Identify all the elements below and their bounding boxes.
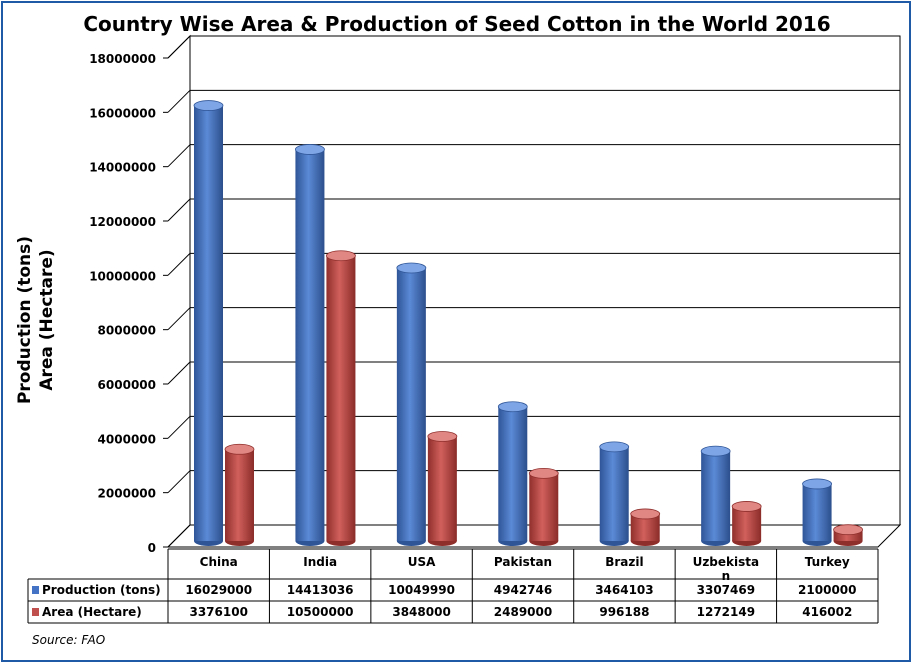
data-label: 10500000	[287, 605, 354, 619]
bar-area	[833, 529, 863, 541]
chart-title: Country Wise Area & Production of Seed C…	[83, 12, 831, 36]
gridline-side	[167, 361, 191, 385]
gridline-side	[167, 524, 191, 548]
legend-swatch	[32, 608, 39, 616]
y-tick-label: 16000000	[89, 106, 156, 120]
bar-top	[427, 431, 458, 442]
gridline-side	[167, 470, 191, 494]
bar-top	[599, 441, 630, 453]
bar-area	[529, 473, 559, 541]
data-label: 3307469	[697, 583, 755, 597]
data-label: 4942746	[494, 583, 552, 597]
data-label: 2489000	[494, 605, 552, 619]
bar-top	[193, 100, 224, 111]
bar-production	[802, 483, 832, 541]
legend-label: Production (tons)	[42, 583, 161, 597]
bar-top	[295, 144, 325, 155]
source-note: Source: FAO	[32, 633, 106, 647]
bar-top	[802, 478, 832, 490]
bar-area	[732, 506, 762, 541]
data-label: 3848000	[392, 605, 450, 619]
data-label: 3376100	[189, 605, 247, 619]
bar-top	[731, 501, 762, 512]
y-tick-label: 10000000	[89, 269, 156, 283]
x-tick-label: Brazil	[605, 555, 643, 569]
data-label: 2100000	[798, 583, 856, 597]
gridline-side	[167, 89, 191, 113]
y-tick-label: 6000000	[98, 378, 156, 392]
x-tick-label: Turkey	[805, 555, 850, 569]
y-axis-label: Production (tons) Area (Hectare)	[14, 120, 58, 520]
x-tick-label: Pakistan	[494, 555, 552, 569]
y-tick-label: 4000000	[98, 432, 156, 446]
data-label: 996188	[599, 605, 649, 619]
bar-production	[194, 105, 223, 541]
gridline-side	[167, 252, 191, 276]
bar-production	[599, 446, 629, 541]
y-tick-label: 12000000	[89, 215, 156, 229]
left-wall	[167, 34, 191, 548]
data-label: 16029000	[185, 583, 252, 597]
x-tick-label: n	[722, 569, 731, 583]
gridline-side	[167, 198, 191, 222]
bar-top	[224, 443, 255, 455]
bar-area	[326, 255, 356, 541]
bar-production	[701, 451, 731, 541]
gridline-side	[167, 307, 191, 331]
legend-swatch	[32, 586, 39, 594]
data-label: 1272149	[697, 605, 755, 619]
bar-top	[497, 401, 528, 413]
bar-production	[498, 406, 528, 541]
x-tick-label: USA	[408, 555, 436, 569]
x-tick-label: India	[303, 555, 337, 569]
y-tick-label: 18000000	[89, 52, 156, 66]
x-tick-label: China	[200, 555, 238, 569]
bar-top	[833, 524, 863, 536]
x-tick-label: Uzbekista	[693, 555, 760, 569]
y-axis-label-line2: Area (Hectare)	[37, 249, 57, 390]
gridline-side	[167, 35, 191, 59]
legend-label: Area (Hectare)	[42, 605, 142, 619]
bar-top	[700, 445, 731, 457]
y-tick-label: 0	[148, 541, 156, 555]
data-label: 3464103	[595, 583, 653, 597]
bar-top	[528, 467, 559, 479]
bar-area	[427, 436, 457, 541]
bar-top	[396, 262, 427, 274]
y-tick-label: 2000000	[98, 487, 156, 501]
y-tick-label: 14000000	[89, 161, 156, 175]
bar-production	[396, 267, 426, 541]
data-label: 416002	[802, 605, 852, 619]
data-label: 14413036	[287, 583, 354, 597]
bar-production	[295, 149, 325, 541]
y-axis-label-line1: Production (tons)	[15, 236, 35, 404]
bar-top	[326, 250, 356, 262]
data-label: 10049990	[388, 583, 455, 597]
bar-top	[630, 508, 661, 520]
y-tick-label: 8000000	[98, 324, 156, 338]
gridline-side	[167, 415, 191, 439]
gridline-side	[167, 144, 191, 168]
bar-area	[225, 449, 254, 541]
